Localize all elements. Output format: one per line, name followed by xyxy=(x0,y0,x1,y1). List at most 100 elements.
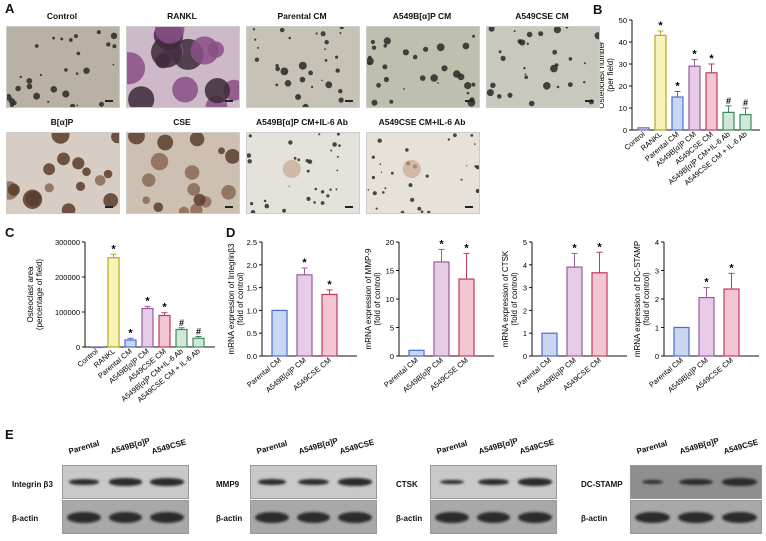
bar xyxy=(124,339,137,348)
significance-mark: * xyxy=(439,238,444,250)
bar xyxy=(698,296,715,357)
blot-band xyxy=(440,479,464,485)
chart-osteoclast-area: Osteoclast area(percentage of field) 0 100… xyxy=(26,238,215,404)
significance-mark: * xyxy=(729,262,734,274)
lane-label: Parental xyxy=(435,438,469,456)
bar xyxy=(591,272,608,357)
lane-label: A549CSE xyxy=(722,437,759,456)
y-tick-label: 1 xyxy=(523,329,527,338)
y-tick-label: 20 xyxy=(386,238,394,247)
actin-blot-strip xyxy=(630,500,762,534)
y-tick-label: 0 xyxy=(623,126,627,135)
blot-target-label: CTSK xyxy=(396,480,418,489)
blot-band xyxy=(338,478,372,486)
y-axis-label: Osteoclast number(per field) xyxy=(600,41,615,108)
panel-label-a: A xyxy=(5,1,15,16)
micrograph-parental xyxy=(246,26,360,108)
y-tick-label: 300000 xyxy=(55,238,80,247)
chart-mmp9-mrna: mRNA expression of MMP-9(fold of control… xyxy=(365,238,494,394)
y-axis-label: mRNA expression of CTSK(fold of control) xyxy=(502,250,519,347)
blot-band xyxy=(721,511,757,523)
y-tick-label: 15 xyxy=(386,267,394,276)
y-tick-label: 0.5 xyxy=(247,329,257,338)
micrograph-title: CSE xyxy=(173,117,191,127)
y-axis-label: Osteoclast area(percentage of field) xyxy=(26,259,44,330)
significance-mark: * xyxy=(709,53,714,65)
blot-band xyxy=(150,511,184,523)
micrograph-title: A549CSE CM xyxy=(515,11,569,21)
lane-label: A549CSE xyxy=(150,437,188,456)
panel-label-d: D xyxy=(226,225,236,240)
significance-mark: * xyxy=(128,327,133,339)
bar xyxy=(107,257,120,348)
lane-label: A549B[α]P xyxy=(477,436,519,456)
lane-label: A549B[α]P xyxy=(678,436,721,456)
y-tick-label: 30 xyxy=(619,60,627,69)
y-tick-label: 0.0 xyxy=(247,352,257,361)
lane-label: A549B[α]P xyxy=(109,436,151,456)
bar xyxy=(705,72,718,131)
blot-target-label: MMP9 xyxy=(216,480,240,489)
bar xyxy=(566,266,583,357)
blot-target-label: DC-STAMP xyxy=(581,480,623,489)
significance-mark: * xyxy=(327,279,332,291)
y-tick-label: 5 xyxy=(523,238,527,247)
significance-mark: * xyxy=(572,242,577,254)
y-tick-label: 2 xyxy=(655,295,659,304)
lane-label: Parental xyxy=(635,438,669,456)
bar xyxy=(654,34,667,131)
y-tick-label: 10 xyxy=(386,295,394,304)
significance-mark: * xyxy=(162,302,167,314)
bar xyxy=(296,274,313,357)
significance-mark: * xyxy=(658,20,663,32)
y-tick-label: 2 xyxy=(523,306,527,315)
bar xyxy=(671,96,684,131)
blot-band xyxy=(67,511,101,523)
bar xyxy=(192,337,205,348)
target-blot-strip xyxy=(250,465,377,499)
bar xyxy=(673,326,690,357)
blot-band xyxy=(476,511,511,523)
blot-band xyxy=(150,478,184,486)
micrograph-control xyxy=(6,26,120,108)
lane-label: A549CSE xyxy=(338,437,376,456)
blot-band xyxy=(297,478,330,486)
significance-mark: # xyxy=(179,318,184,328)
bar xyxy=(541,332,558,357)
y-tick-label: 40 xyxy=(619,38,627,47)
y-tick-label: 0 xyxy=(390,352,394,361)
significance-mark: # xyxy=(743,98,748,108)
y-tick-label: 4 xyxy=(523,261,527,270)
micrograph-rankl xyxy=(126,26,240,108)
micrograph-bap_cm xyxy=(366,26,480,108)
micrograph-cse_il6 xyxy=(366,132,480,214)
blot-band xyxy=(338,511,372,523)
micrograph-title: A549B[α]P CM xyxy=(392,11,452,21)
blot-band xyxy=(721,478,757,486)
blot-loading-control-label: β-actin xyxy=(396,514,423,523)
blot-band xyxy=(518,478,552,486)
y-tick-label: 3 xyxy=(655,267,659,276)
panel-label-c: C xyxy=(5,225,15,240)
chart-ctsk-mrna: mRNA expression of CTSK(fold of control)… xyxy=(502,238,627,394)
bar xyxy=(688,65,701,131)
blot-loading-control-label: β-actin xyxy=(216,514,243,523)
y-tick-label: 10 xyxy=(619,104,627,113)
blot-band xyxy=(108,511,143,523)
blot-band xyxy=(518,511,552,523)
significance-mark: * xyxy=(464,242,469,254)
y-tick-label: 200000 xyxy=(55,273,80,282)
chart-osteoclast-number: Osteoclast number(per field)01020304050C… xyxy=(600,16,760,187)
y-tick-label: 3 xyxy=(523,284,527,293)
actin-blot-strip xyxy=(250,500,377,534)
bar xyxy=(458,278,475,357)
significance-mark: * xyxy=(704,277,709,289)
blot-band xyxy=(108,478,143,486)
significance-mark: # xyxy=(726,96,731,106)
blot-band xyxy=(257,479,287,485)
significance-mark: * xyxy=(675,81,680,93)
y-tick-label: 2.0 xyxy=(247,261,257,270)
panel-label-b: B xyxy=(593,2,603,17)
y-axis-label: mRNA expression of MMP-9(fold of control… xyxy=(365,248,382,349)
y-tick-label: 5 xyxy=(390,324,394,333)
